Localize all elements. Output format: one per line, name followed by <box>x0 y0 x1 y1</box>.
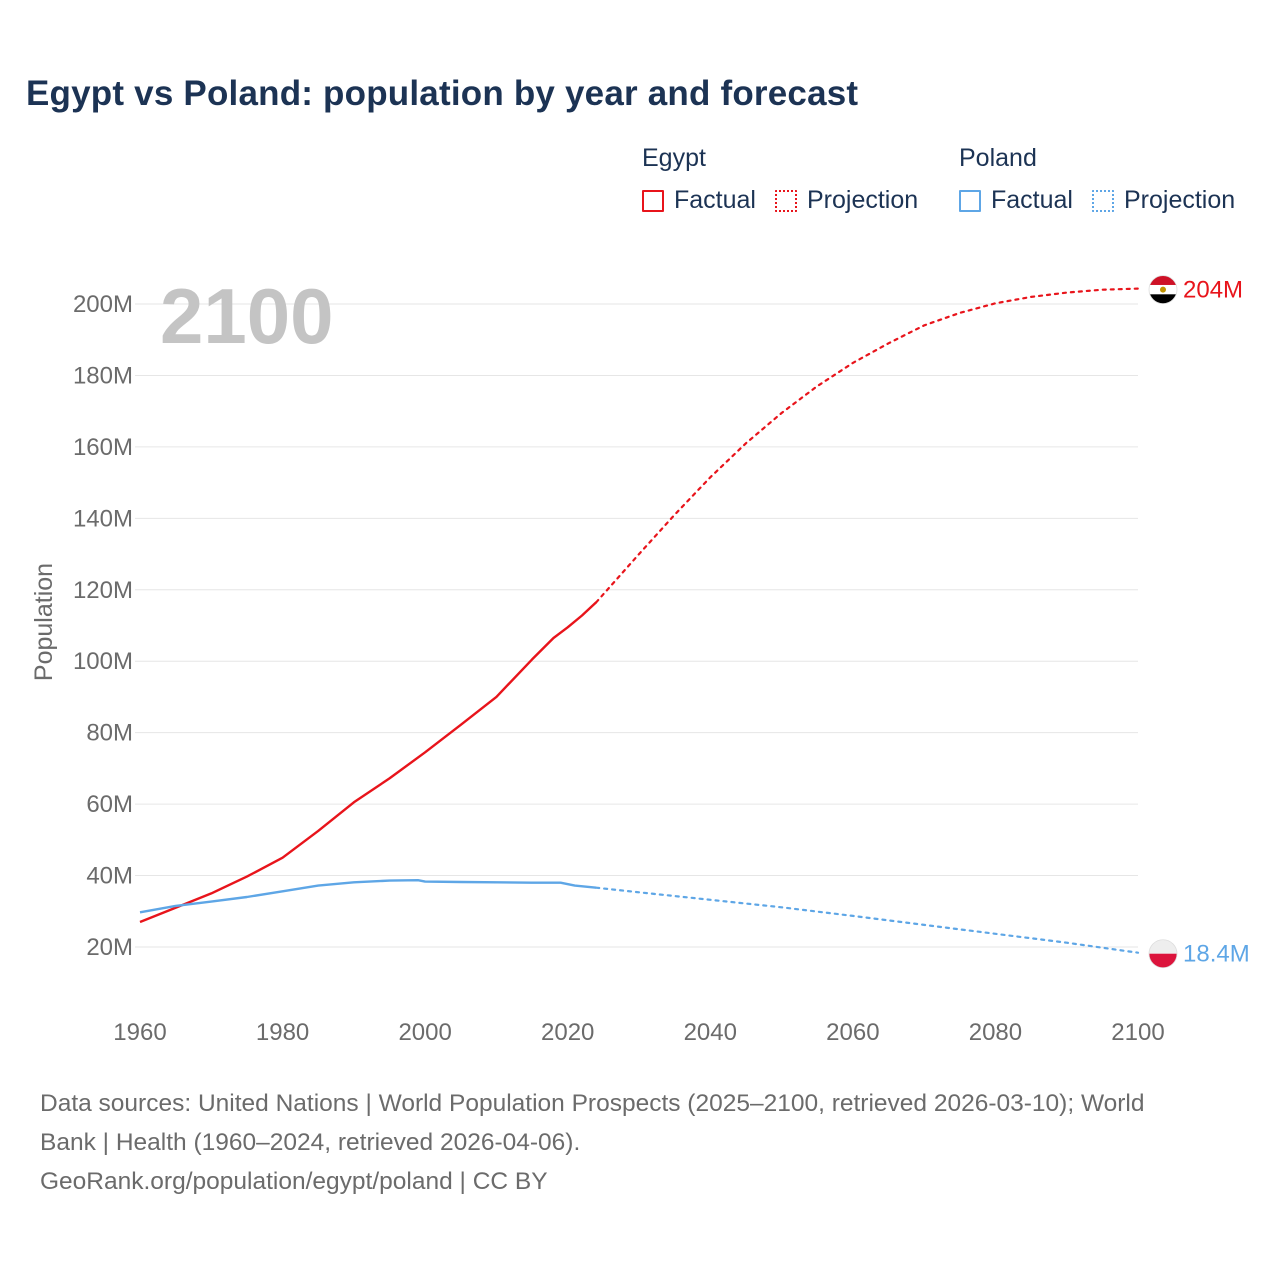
x-tick-label: 2060 <box>826 1019 879 1046</box>
y-tick-label: 160M <box>73 434 133 461</box>
legend-label: Projection <box>1124 186 1236 214</box>
y-tick-label: 100M <box>73 648 133 675</box>
legend-label: Factual <box>674 186 756 214</box>
egypt-emblem-icon <box>1160 286 1166 293</box>
solid-swatch-icon <box>959 189 981 212</box>
data-sources: Data sources: United Nations | World Pop… <box>40 1084 1240 1201</box>
x-axis-ticks: 1960 1980 2000 2020 2040 2060 2080 2100 <box>113 1019 1164 1046</box>
poland-flag-icon <box>1149 939 1177 968</box>
legend-group-egypt: Egypt <box>642 144 706 172</box>
poland-factual-line <box>139 879 597 914</box>
poland-flag-border <box>1148 939 1178 969</box>
legend-label: Projection <box>807 186 919 214</box>
population-line-chart: 20M 40M 60M 80M 100M 120M 140M 160M 180M 200M 196… <box>30 272 1250 1046</box>
x-tick-label: 1960 <box>113 1019 166 1046</box>
legend-item-poland-factual[interactable]: Factual <box>959 186 1073 215</box>
solid-swatch-icon <box>642 189 664 212</box>
y-axis-ticks: 20M 40M 60M 80M 100M 120M 140M 160M 180M 200M <box>73 291 133 961</box>
x-tick-label: 2100 <box>1111 1019 1164 1046</box>
legend-item-egypt-factual[interactable]: Factual <box>642 186 756 215</box>
legend-group-poland: Poland <box>959 144 1037 172</box>
egypt-flag-border <box>1148 275 1178 305</box>
egypt-factual-line <box>139 601 598 924</box>
chart-title: Egypt vs Poland: population by year and … <box>26 74 859 113</box>
x-tick-label: 1980 <box>256 1019 309 1046</box>
legend-item-poland-projection[interactable]: Projection <box>1092 186 1235 215</box>
poland-projection-line <box>595 886 1140 954</box>
gridlines <box>135 303 1138 948</box>
poland-end-value-label: 18.4M <box>1183 941 1250 968</box>
egypt-end-value-label: 204M <box>1183 277 1243 304</box>
current-year-watermark: 2100 <box>160 272 334 360</box>
y-tick-label: 120M <box>73 577 133 604</box>
poland-flag-stripe <box>1149 953 1177 968</box>
legend-item-egypt-projection[interactable]: Projection <box>775 186 918 215</box>
sources-line-2: Bank | Health (1960–2024, retrieved 2026… <box>40 1129 581 1156</box>
y-tick-label: 140M <box>73 505 133 532</box>
y-tick-label: 60M <box>86 791 133 818</box>
y-tick-label: 200M <box>73 291 133 318</box>
y-tick-label: 40M <box>86 863 133 890</box>
y-tick-label: 20M <box>86 934 133 961</box>
sources-line-1: Data sources: United Nations | World Pop… <box>40 1090 1145 1117</box>
y-tick-label: 180M <box>73 362 133 389</box>
egypt-flag-stripe <box>1149 294 1177 304</box>
legend-label: Factual <box>991 186 1073 214</box>
dotted-swatch-icon <box>775 189 797 212</box>
egypt-flag-stripe <box>1149 275 1177 286</box>
y-axis-label: Population <box>30 563 58 681</box>
egypt-flag-icon <box>1149 275 1177 304</box>
series-end-markers: 204M 18.4M <box>1148 275 1250 969</box>
egypt-projection-line <box>595 287 1140 604</box>
x-tick-label: 2000 <box>398 1019 451 1046</box>
poland-flag-stripe <box>1149 939 1177 955</box>
y-tick-label: 80M <box>86 720 133 747</box>
dotted-swatch-icon <box>1092 189 1114 212</box>
x-tick-label: 2020 <box>541 1019 594 1046</box>
x-tick-label: 2040 <box>684 1019 737 1046</box>
x-tick-label: 2080 <box>969 1019 1022 1046</box>
sources-line-3[interactable]: GeoRank.org/population/egypt/poland | CC… <box>40 1168 548 1195</box>
series-lines <box>139 287 1140 954</box>
